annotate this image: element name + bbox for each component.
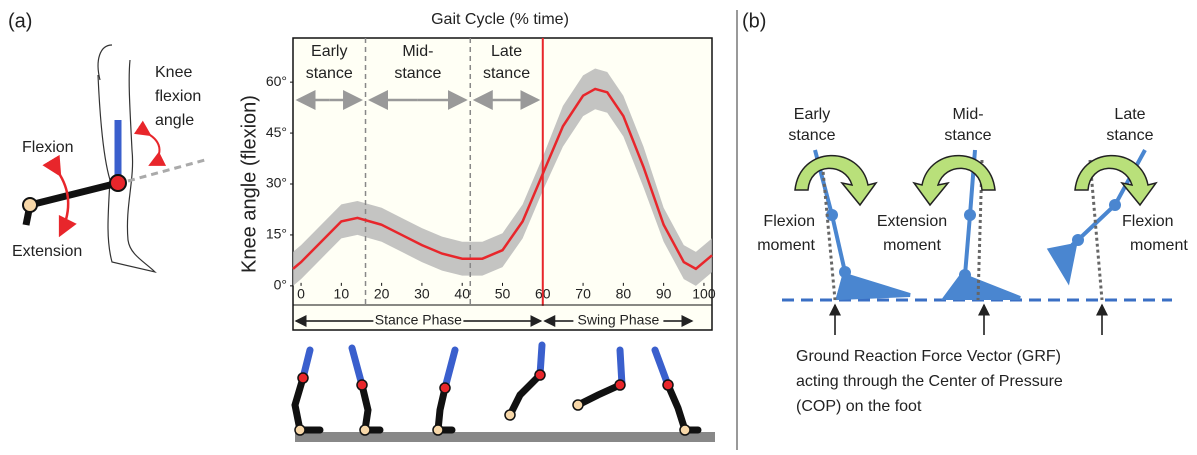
x-tick-label: 50 (495, 286, 511, 302)
leg-models (794, 149, 1158, 335)
stage-label: Mid- (952, 106, 983, 123)
stage-label: Early (794, 106, 830, 123)
mean-line (292, 87, 713, 271)
flexion-label: Flexion (22, 139, 74, 156)
moment-label: moment (1130, 237, 1188, 254)
y-tick-label: 30° (266, 175, 287, 191)
x-tick-label: 10 (334, 286, 350, 302)
knee-angle-label: angle (155, 112, 194, 129)
phase-label: stance (483, 65, 530, 82)
knee-angle-label: flexion (155, 88, 201, 105)
grf-text: acting through the Center of Pressure (796, 373, 1063, 390)
stage-label: Late (1114, 106, 1145, 123)
gait-sticks (291, 341, 715, 442)
phase-label: Mid- (402, 43, 433, 60)
extension-label: Extension (12, 243, 82, 260)
stage-label: stance (788, 127, 835, 144)
phase-label: Late (491, 43, 522, 60)
y-tick-label: 45° (266, 124, 287, 140)
y-tick-label: 60° (266, 73, 287, 89)
moment-label: Flexion (763, 213, 815, 230)
stage-label: stance (1106, 127, 1153, 144)
panel-label: (b) (742, 10, 766, 32)
phase-name: Stance Phase (375, 312, 462, 328)
phase-label: stance (394, 65, 441, 82)
y-tick-label: 15° (266, 226, 287, 242)
plot-frame (292, 37, 713, 331)
x-tick-label: 80 (616, 286, 632, 302)
moment-label: Flexion (1122, 213, 1174, 230)
phase-label: Early (311, 43, 347, 60)
x-tick-label: 40 (454, 286, 470, 302)
x-tick-label: 0 (297, 286, 305, 302)
x-tick-label: 20 (374, 286, 390, 302)
grf-text: (COP) on the foot (796, 398, 922, 415)
chart: 0°15°30°45°60°0102030405060708090100Earl… (266, 38, 716, 328)
chart-title: Gait Cycle (% time) (431, 11, 569, 28)
moment-label: Extension (877, 213, 947, 230)
x-tick-label: 70 (575, 286, 591, 302)
moment-label: moment (757, 237, 815, 254)
x-tick-label: 30 (414, 286, 430, 302)
panel-label: (a) (8, 10, 32, 32)
phase-name: Swing Phase (578, 312, 660, 328)
y-axis-label: Knee angle (flexion) (238, 95, 260, 273)
leg-diagram (22, 44, 206, 274)
y-tick-label: 0° (274, 277, 287, 293)
phase-label: stance (306, 65, 353, 82)
knee-angle-label: Knee (155, 64, 192, 81)
x-tick-label: 100 (692, 286, 716, 302)
x-tick-label: 90 (656, 286, 672, 302)
moment-label: moment (883, 237, 941, 254)
grf-text: Ground Reaction Force Vector (GRF) (796, 348, 1061, 365)
stage-label: stance (944, 127, 991, 144)
